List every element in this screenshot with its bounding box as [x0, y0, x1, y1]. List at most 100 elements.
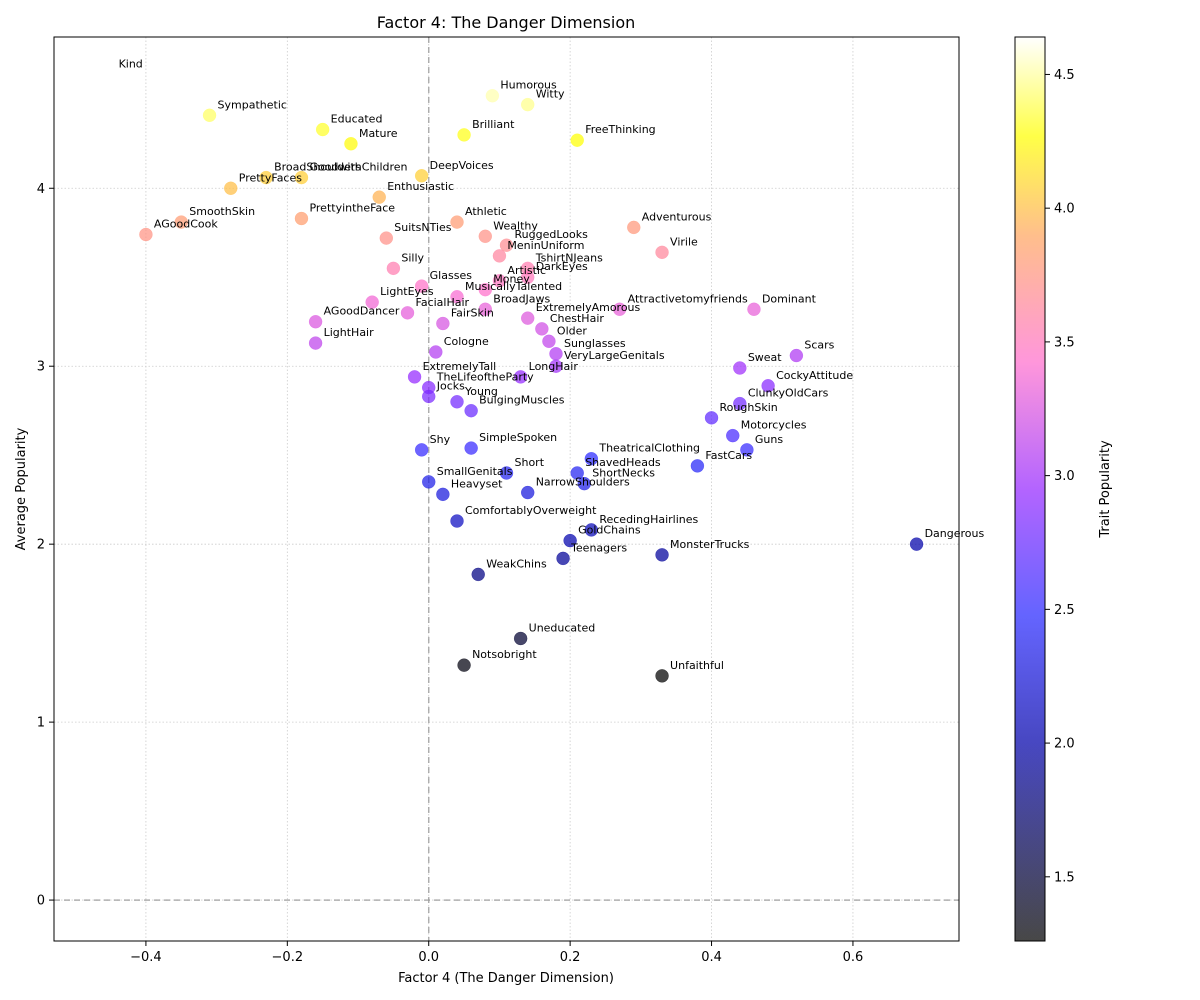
point-label: Brilliant [472, 118, 515, 131]
point-label: LightHair [324, 326, 375, 339]
data-point [513, 370, 528, 384]
data-point [457, 128, 471, 142]
point-label: DarkEyes [536, 260, 588, 273]
point-label: Sunglasses [564, 337, 626, 350]
point-label: Money [493, 273, 530, 286]
point-label: ClunkyOldCars [748, 387, 829, 400]
point-label: Virile [670, 235, 698, 248]
data-point [570, 133, 584, 147]
point-label: RuggedLooks [515, 228, 589, 241]
data-point [224, 181, 238, 196]
data-point [726, 428, 740, 443]
point-label: SmoothSkin [189, 205, 255, 218]
data-point [294, 211, 309, 226]
colorbar-tick-label: 4.0 [1054, 202, 1075, 217]
point-label: Young [464, 385, 498, 398]
x-tick-label: 0.6 [843, 950, 864, 965]
data-point [535, 322, 549, 336]
y-tick-label: 3 [37, 360, 45, 375]
point-label: Artistic [507, 264, 546, 277]
data-point [556, 551, 570, 566]
point-label: Dominant [762, 292, 817, 305]
point-label: Heavyset [451, 477, 503, 490]
colorbar-tick-label: 2.5 [1054, 603, 1075, 618]
point-label: SimpleSpoken [479, 431, 557, 444]
data-point [909, 537, 924, 551]
data-point [513, 631, 528, 646]
y-tick-label: 0 [37, 894, 45, 909]
data-point [733, 361, 747, 375]
point-label: VeryLargeGenitals [564, 349, 665, 362]
point-label: Guns [755, 433, 783, 446]
data-point [407, 370, 422, 384]
colorbar-axis: 1.5 2.0 2.5 3.0 3.5 4.0 4.5 [1045, 68, 1075, 885]
point-label: AGoodCook [154, 218, 218, 231]
data-point [414, 279, 429, 293]
data-point [436, 316, 450, 331]
data-point [457, 658, 471, 672]
grid [54, 37, 959, 941]
data-point [421, 475, 436, 489]
point-label: Educated [331, 113, 383, 126]
y-tick-label: 4 [37, 182, 45, 197]
data-point [747, 302, 761, 317]
data-point [478, 229, 493, 244]
data-point [549, 359, 563, 373]
point-label: Unfaithful [670, 659, 724, 672]
point-label: FastCars [705, 449, 752, 462]
point-label: ComfortablyOverweight [465, 504, 597, 517]
point-label: Humorous [500, 79, 557, 92]
point-label: MusicallyTalented [465, 280, 562, 293]
data-point [478, 302, 493, 317]
point-label: Notsobright [472, 648, 537, 661]
point-label: Cologne [444, 335, 489, 348]
colorbar [1015, 37, 1045, 941]
point-label: BulgingMuscles [479, 394, 565, 407]
data-point [202, 108, 217, 123]
colorbar-tick-label: 4.5 [1054, 68, 1075, 83]
data-point [563, 533, 577, 548]
point-label: ChestHair [550, 312, 605, 325]
data-point [520, 270, 535, 284]
data-point [655, 548, 669, 562]
point-label: GoldChains [578, 524, 641, 537]
point-label: Short [515, 456, 545, 469]
point-label: GoodwithChildren [309, 161, 407, 174]
data-point [520, 97, 535, 112]
point-label: ExtremelyAmorous [536, 301, 641, 314]
data-point [499, 466, 514, 480]
x-tick-label: 0.4 [701, 950, 722, 965]
data-point [259, 170, 273, 185]
data-point [789, 348, 804, 363]
point-label: Sympathetic [218, 98, 287, 111]
data-point [379, 231, 394, 245]
data-point [450, 290, 464, 304]
data-point [492, 274, 507, 288]
data-point [315, 122, 330, 137]
data-point [386, 261, 401, 276]
y-tick-label: 2 [37, 538, 45, 553]
point-label: Enthusiastic [387, 180, 454, 193]
data-point [577, 476, 592, 491]
data-points [103, 67, 924, 683]
point-label: Mature [359, 127, 398, 140]
data-point [733, 396, 747, 411]
data-point [400, 306, 415, 320]
data-point [499, 238, 514, 252]
data-point [471, 567, 485, 582]
y-tick-label: 1 [37, 716, 45, 731]
data-point [464, 403, 478, 418]
point-label: Kind [119, 57, 143, 70]
point-label: Wealthy [493, 219, 538, 232]
data-point [761, 379, 775, 393]
point-label: Adventurous [642, 210, 712, 223]
data-point [294, 170, 309, 185]
data-point [450, 215, 464, 229]
point-label: Attractivetomyfriends [628, 292, 748, 305]
data-point [520, 485, 535, 500]
point-label: Sweat [748, 351, 782, 364]
colorbar-tick-label: 3.5 [1054, 335, 1075, 350]
point-label: RoughSkin [720, 401, 778, 414]
point-label: BroadJaws [493, 292, 550, 305]
